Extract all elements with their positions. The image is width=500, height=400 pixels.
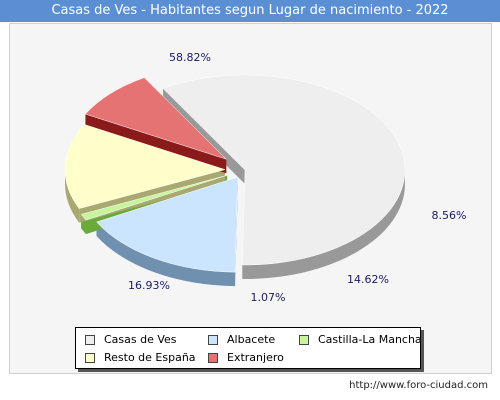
pie-side-resto-de-espana <box>65 169 80 223</box>
legend-label-castilla-la-mancha: Castilla-La Mancha <box>318 333 422 346</box>
pie-slice-casas-de-ves <box>162 74 406 266</box>
legend-swatch-casas-de-ves <box>85 334 95 345</box>
legend-swatch-resto-de-espana <box>85 352 95 363</box>
chart-title: Casas de Ves - Habitantes segun Lugar de… <box>0 0 500 22</box>
legend-label-resto-de-espana: Resto de España <box>104 351 196 364</box>
pie-side-albacete <box>96 221 236 287</box>
legend-swatch-extranjero <box>208 352 218 363</box>
pie-slice-extranjero <box>84 77 227 160</box>
pie-label-resto-de-espana: 14.62% <box>347 273 389 286</box>
legend-swatch-albacete <box>208 334 218 345</box>
legend-label-extranjero: Extranjero <box>227 351 284 364</box>
legend-item-albacete: Albacete <box>208 333 275 346</box>
legend-swatch-castilla-la-mancha <box>299 334 309 345</box>
pie-slice-resto-de-espana <box>64 124 226 209</box>
pie-label-extranjero: 8.56% <box>432 209 467 222</box>
pie-label-castilla-la-mancha: 1.07% <box>251 291 286 304</box>
legend-label-casas-de-ves: Casas de Ves <box>104 333 177 346</box>
legend-item-resto-de-espana: Resto de España <box>85 351 196 364</box>
legend-item-castilla-la-mancha: Castilla-La Mancha <box>299 333 422 346</box>
source-link[interactable]: http://www.foro-ciudad.com <box>349 380 488 391</box>
legend-item-casas-de-ves: Casas de Ves <box>85 333 177 346</box>
pie-tops <box>64 74 406 273</box>
pie-label-albacete: 16.93% <box>128 279 170 292</box>
pie-slice-castilla-la-mancha <box>80 175 228 221</box>
pie-label-casas-de-ves: 58.82% <box>169 51 211 64</box>
pie-side-casas-de-ves <box>242 170 405 279</box>
legend: Casas de Ves Albacete Castilla-La Mancha… <box>75 327 422 369</box>
legend-label-albacete: Albacete <box>227 333 276 346</box>
pie-labels: 58.82% 16.93% 1.07% 14.62% 8.56% <box>128 51 466 304</box>
pie-slice-albacete <box>96 176 238 273</box>
legend-item-extranjero: Extranjero <box>208 351 284 364</box>
